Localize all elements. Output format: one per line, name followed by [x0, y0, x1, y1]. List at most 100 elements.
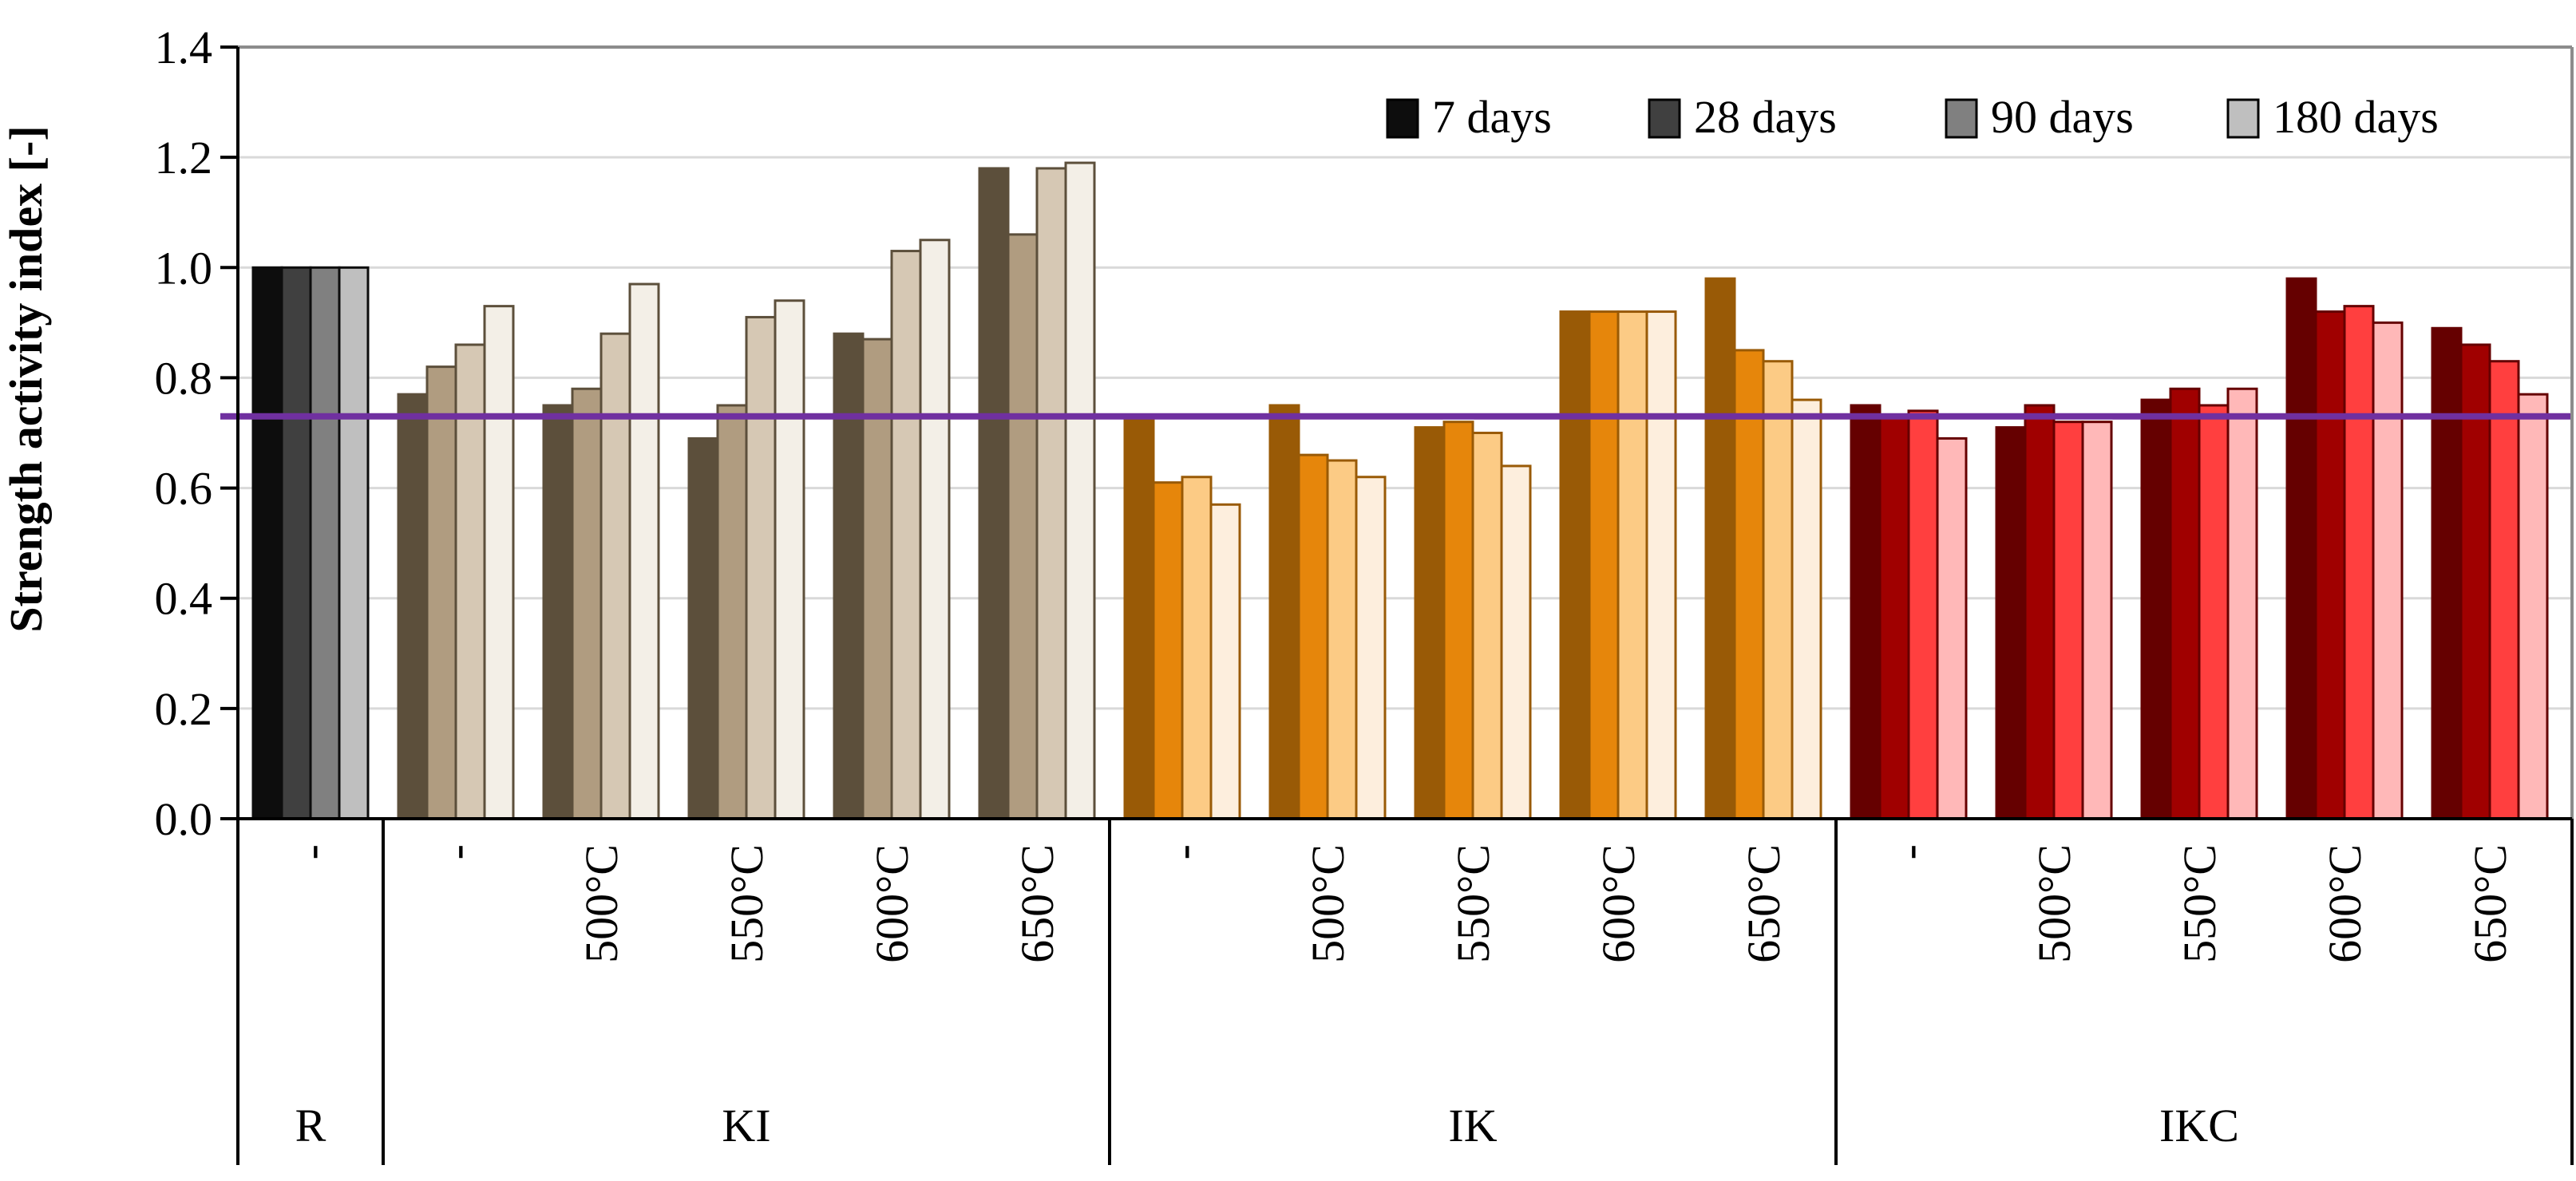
- bar: [2081, 421, 2113, 820]
- x-tick-label: 650°C: [1011, 844, 1063, 963]
- bar: [397, 393, 429, 820]
- bar: [2285, 277, 2317, 820]
- y-tick-label: 1.4: [155, 22, 213, 73]
- x-tick-label: 600°C: [2319, 844, 2371, 963]
- bar: [628, 282, 660, 820]
- bar: [1559, 310, 1591, 820]
- x-tick-label: 500°C: [1302, 844, 1354, 963]
- bar: [338, 266, 370, 820]
- bar: [745, 315, 777, 820]
- bar: [978, 167, 1010, 820]
- bar: [1152, 481, 1184, 820]
- bar: [1936, 436, 1968, 820]
- bar: [1907, 409, 1939, 820]
- x-tick-label: 550°C: [2174, 844, 2226, 963]
- legend-swatch: [1945, 98, 1978, 139]
- x-tick-label: 500°C: [2028, 844, 2080, 963]
- bar: [2314, 310, 2346, 820]
- bar: [1733, 349, 1765, 820]
- bar: [542, 404, 574, 820]
- y-tick-label: 1.0: [155, 242, 213, 294]
- x-tick-label: -: [285, 844, 337, 859]
- bar: [1007, 233, 1039, 820]
- group-label: KI: [722, 1100, 770, 1151]
- x-tick-label: 650°C: [1738, 844, 1790, 963]
- bar: [1326, 459, 1358, 820]
- x-tick-label: 500°C: [576, 844, 627, 963]
- bar: [1878, 415, 1910, 820]
- bar: [2488, 360, 2520, 820]
- y-tick-label: 1.2: [155, 132, 213, 184]
- bar: [2226, 387, 2258, 820]
- bar: [251, 266, 283, 820]
- legend-swatch: [1386, 98, 1419, 139]
- bar: [1414, 426, 1446, 820]
- bar: [2140, 398, 2172, 820]
- bar: [1297, 453, 1329, 820]
- bar: [1762, 360, 1794, 820]
- bar: [2343, 305, 2375, 820]
- bar: [1850, 404, 1882, 820]
- y-tick-label: 0.2: [155, 683, 213, 735]
- bar: [716, 404, 748, 820]
- axes: 0.0 0.2 0.4 0.6 0.8 1.0 1.2 1.4: [155, 22, 2574, 1165]
- bar: [1791, 398, 1822, 820]
- bar: [425, 365, 457, 820]
- bar: [774, 299, 805, 820]
- legend-label: 90 days: [1991, 91, 2134, 143]
- bar: [1209, 503, 1241, 820]
- bars: [251, 161, 2549, 820]
- bar: [1471, 432, 1503, 820]
- bar: [1035, 167, 1067, 820]
- x-tick-label: 550°C: [1447, 844, 1499, 963]
- x-axis-labels: - - 500°C 550°C 600°C 650°C - 500°C 550°C 600°C 65…: [285, 844, 2516, 1151]
- x-tick-label: 550°C: [721, 844, 773, 963]
- bar: [2198, 404, 2230, 820]
- bar: [1355, 476, 1387, 820]
- bar: [833, 332, 865, 820]
- bar: [2024, 404, 2056, 820]
- y-tick-label: 0.8: [155, 352, 213, 404]
- bar: [2431, 326, 2463, 820]
- bar: [1181, 476, 1213, 820]
- bar: [2052, 421, 2084, 820]
- bar: [2372, 321, 2404, 820]
- bar: [1645, 310, 1677, 820]
- bar: [1704, 277, 1736, 820]
- bar: [2459, 343, 2491, 820]
- bar: [1442, 421, 1474, 820]
- bar: [1123, 415, 1155, 820]
- legend-swatch: [1648, 98, 1681, 139]
- bar: [687, 436, 719, 820]
- x-tick-label: 600°C: [866, 844, 918, 963]
- y-axis-title: Strength activity index [-]: [0, 125, 52, 632]
- legend-label: 28 days: [1694, 91, 1837, 143]
- bar: [599, 332, 631, 820]
- bar: [1268, 404, 1300, 820]
- y-tick-label: 0.4: [155, 573, 213, 625]
- bar: [2517, 393, 2549, 820]
- bar: [280, 266, 312, 820]
- legend-swatch: [2226, 98, 2260, 139]
- bar: [1995, 426, 2027, 820]
- y-tick-label: 0.0: [155, 793, 213, 845]
- legend: 7 days 28 days 90 days 180 days: [1386, 91, 2439, 143]
- bar: [1064, 161, 1096, 820]
- group-label: R: [295, 1100, 326, 1151]
- legend-label: 180 days: [2273, 91, 2439, 143]
- x-tick-label: -: [430, 844, 482, 859]
- group-label: IKC: [2159, 1100, 2239, 1151]
- group-label: IK: [1448, 1100, 1497, 1151]
- y-tick-label: 0.6: [155, 463, 213, 515]
- bar: [919, 239, 951, 820]
- bar: [2169, 387, 2201, 820]
- bar: [890, 250, 922, 820]
- bar: [1588, 310, 1620, 820]
- x-tick-label: -: [1157, 844, 1209, 859]
- bar: [571, 387, 603, 820]
- bar: [1616, 310, 1648, 820]
- x-tick-label: 600°C: [1593, 844, 1644, 963]
- bar: [309, 266, 341, 820]
- x-tick-label: 650°C: [2464, 844, 2516, 963]
